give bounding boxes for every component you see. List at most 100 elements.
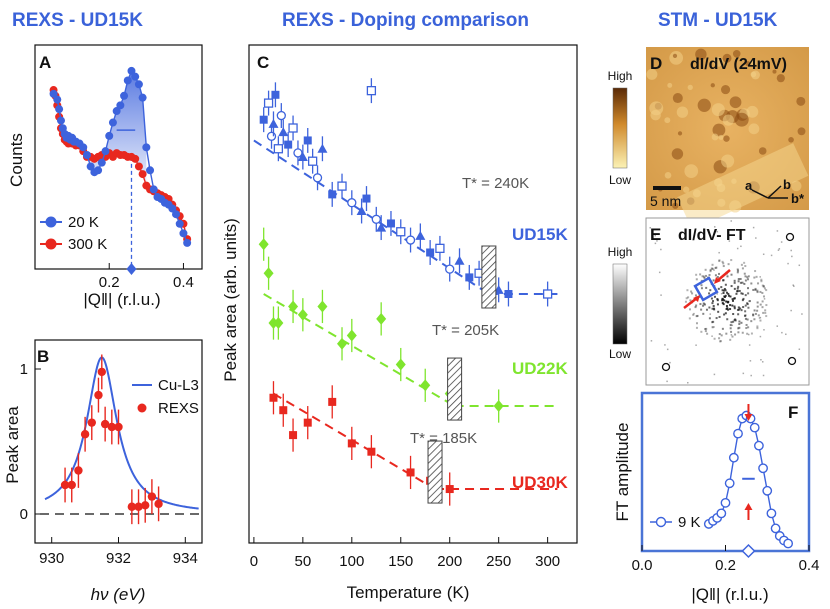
panel-f-ylabel: FT amplitude	[613, 423, 632, 522]
ft-noise	[713, 326, 715, 328]
a-point	[55, 105, 64, 114]
ft-noise	[687, 381, 689, 384]
ft-speckle	[713, 337, 716, 340]
a-point	[53, 95, 62, 104]
c-point	[435, 243, 445, 254]
a-legend-marker	[45, 238, 57, 250]
ft-noise	[762, 253, 765, 256]
ft-speckle	[700, 308, 703, 311]
stm-texture-blob	[695, 48, 707, 61]
ft-speckle	[748, 300, 751, 303]
ft-speckle	[729, 338, 732, 341]
ft-speckle	[734, 333, 737, 336]
b-point	[141, 501, 150, 510]
stm-texture-blob	[722, 53, 732, 63]
ft-speckle	[725, 305, 728, 308]
ft-speckle	[720, 340, 723, 343]
ft-speckle	[733, 307, 736, 310]
ft-speckle	[717, 310, 720, 313]
ft-speckle	[724, 289, 727, 292]
b-point	[97, 367, 107, 377]
f-point	[724, 478, 735, 489]
stm-texture-blob	[796, 96, 806, 106]
ft-speckle	[735, 292, 738, 295]
stm-texture-blob	[710, 83, 715, 88]
ft-noise	[680, 238, 683, 241]
c-point	[376, 312, 387, 325]
ft-noise	[762, 374, 765, 377]
ft-speckle	[720, 334, 723, 337]
b-point	[60, 480, 70, 490]
ft-speckle	[737, 285, 740, 288]
panel-c: C Peak area (arb. units) Temperature (K)…	[221, 44, 578, 602]
b-point	[67, 480, 76, 490]
c-xtick-label: 300	[535, 553, 560, 570]
ft-speckle	[747, 278, 750, 281]
ft-noise	[658, 271, 661, 274]
panel-a: A Counts |Q‖| (r.l.u.) 0.2 0.4 20 K 300 K	[7, 44, 203, 309]
ft-speckle	[685, 297, 688, 300]
f-point	[749, 422, 760, 433]
c-point	[273, 144, 284, 154]
a-point	[142, 143, 151, 152]
ft-noise	[790, 309, 792, 312]
ft-speckle	[736, 271, 739, 274]
axis-bstar-label: b*	[791, 191, 805, 206]
stm-texture-blob	[746, 105, 759, 118]
panel-c-frame	[248, 44, 578, 544]
ft-noise	[787, 262, 789, 265]
ft-speckle	[727, 263, 730, 266]
panel-e-title: dI/dV- FT	[678, 227, 746, 244]
ft-speckle	[722, 262, 725, 265]
ft-speckle	[718, 259, 721, 262]
c-xtick-label: 0	[250, 553, 258, 570]
a-point	[49, 89, 58, 98]
ft-speckle	[729, 304, 732, 307]
a-point	[112, 107, 121, 116]
c-point	[288, 300, 299, 313]
c-tstar-box	[481, 245, 497, 309]
ft-speckle	[733, 319, 736, 322]
ft-speckle	[737, 278, 740, 281]
c-point	[258, 238, 269, 251]
ft-noise	[748, 300, 750, 302]
c-point	[293, 148, 303, 158]
b-point	[100, 419, 110, 429]
a-point	[172, 210, 181, 219]
colorbar-d-high: High	[608, 69, 633, 83]
a-point	[149, 185, 158, 194]
ft-speckle	[730, 285, 733, 288]
colorbar-d-low: Low	[609, 173, 631, 187]
ft-speckle	[733, 305, 736, 308]
stm-bright-band	[677, 143, 809, 230]
label-ud15k: UD15K	[512, 225, 568, 244]
ft-speckle	[759, 319, 762, 322]
c-point	[504, 290, 513, 298]
ft-speckle	[689, 299, 692, 302]
colorbar-d	[612, 87, 628, 169]
ft-speckle	[724, 294, 727, 297]
stm-texture-blob	[669, 51, 684, 65]
ft-speckle	[712, 300, 715, 303]
stm-texture-blob	[721, 85, 731, 95]
ft-speckle	[739, 281, 742, 284]
ft-speckle	[705, 308, 708, 311]
c-point	[362, 194, 371, 203]
b-point	[80, 430, 90, 439]
f-legend-label: 9 K	[678, 514, 701, 531]
ft-speckle	[757, 282, 760, 285]
ft-noise	[660, 294, 662, 296]
ft-speckle	[747, 275, 750, 278]
ft-speckle	[739, 307, 742, 310]
c-point	[328, 190, 337, 199]
ft-noise	[730, 220, 733, 222]
ft-speckle	[704, 328, 707, 331]
ft-speckle	[761, 306, 764, 309]
ft-speckle	[731, 299, 734, 302]
stm-texture-blob	[646, 68, 658, 80]
ft-speckle	[716, 298, 719, 301]
ft-speckle	[747, 287, 750, 290]
c-point	[337, 181, 347, 191]
a-point	[123, 76, 132, 85]
